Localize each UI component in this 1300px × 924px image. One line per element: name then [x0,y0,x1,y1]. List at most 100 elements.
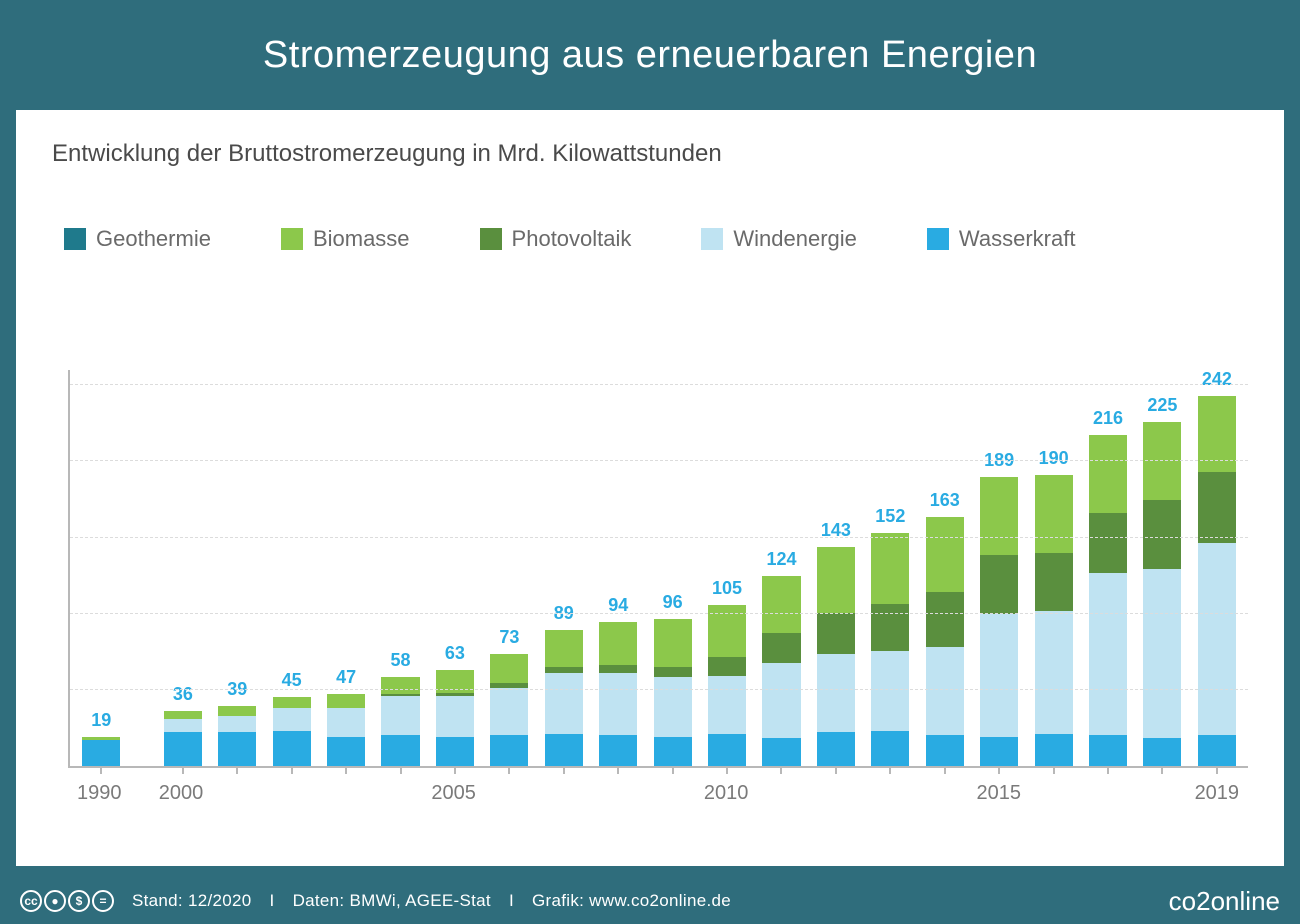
bar-total-label: 36 [173,684,193,705]
segment-windenergie [1143,569,1181,739]
segment-wasserkraft [980,737,1018,766]
bar-2003 [327,694,365,766]
bar-2017 [1089,435,1127,766]
bar-slot-2015: 189 [972,370,1026,766]
segment-biomasse [381,677,419,694]
segment-windenergie [218,716,256,733]
segment-wasserkraft [1035,734,1073,766]
x-label-2016 [1026,770,1081,810]
cc-license-badge: cc ● $ = [20,890,114,912]
segment-windenergie [545,673,583,734]
segment-windenergie [436,696,474,737]
bar-slot-2004: 58 [373,370,427,766]
bar-2004 [381,677,419,766]
segment-photovoltaik [1198,472,1236,542]
segment-windenergie [327,708,365,737]
segment-biomasse [327,694,365,708]
segment-biomasse [490,654,528,683]
segment-biomasse [545,630,583,667]
bar-slot-2005: 63 [428,370,482,766]
footer-sep: I [270,891,275,911]
segment-wasserkraft [1143,738,1181,766]
segment-windenergie [1089,573,1127,735]
segment-biomasse [218,706,256,715]
segment-windenergie [708,676,746,734]
x-gap [127,770,154,810]
segment-wasserkraft [1198,735,1236,766]
bar-2018 [1143,422,1181,766]
legend-item-geothermie: Geothermie [64,226,211,252]
x-label-2000: 2000 [154,770,209,810]
bars-container: 1936394547586373899496105124143152163189… [70,370,1248,766]
segment-biomasse [654,619,692,666]
bar-total-label: 63 [445,643,465,664]
bar-slot-2017: 216 [1081,370,1135,766]
segment-biomasse [871,533,909,603]
legend-swatch [64,228,86,250]
brand-suffix: online [1211,886,1280,916]
segment-biomasse [980,477,1018,555]
bar-2019 [1198,396,1236,766]
segment-photovoltaik [926,592,964,647]
segment-biomasse [762,576,800,633]
segment-photovoltaik [817,613,855,654]
bar-2011 [762,576,800,766]
bar-2005 [436,670,474,766]
x-axis: 199020002005201020152019 [68,770,1248,810]
bar-slot-2007: 89 [537,370,591,766]
segment-biomasse [1089,435,1127,513]
bar-total-label: 190 [1039,448,1069,469]
segment-windenergie [1035,611,1073,733]
grid-line [70,460,1248,461]
legend-swatch [701,228,723,250]
segment-windenergie [926,647,964,736]
legend-item-wasserkraft: Wasserkraft [927,226,1076,252]
segment-photovoltaik [762,633,800,664]
segment-photovoltaik [599,665,637,673]
bar-2016 [1035,475,1073,766]
legend-swatch [480,228,502,250]
footer-sep: I [509,891,514,911]
bar-slot-2000: 36 [156,370,210,766]
brand-two: 2 [1196,886,1210,916]
plot-area: 1936394547586373899496105124143152163189… [68,370,1248,768]
bar-2006 [490,654,528,766]
segment-photovoltaik [980,555,1018,615]
bar-2010 [708,605,746,766]
grid-line [70,537,1248,538]
segment-windenergie [164,719,202,733]
segment-biomasse [926,517,964,592]
segment-wasserkraft [762,738,800,766]
bar-total-label: 143 [821,520,851,541]
segment-windenergie [762,663,800,738]
subtitle: Entwicklung der Bruttostromerzeugung in … [52,140,1248,168]
segment-biomasse [164,711,202,719]
bar-slot-2019: 242 [1190,370,1244,766]
bar-gap [128,370,155,766]
segment-photovoltaik [1035,553,1073,611]
segment-wasserkraft [381,735,419,766]
segment-wasserkraft [545,734,583,766]
segment-windenergie [980,614,1018,736]
x-label-2009 [644,770,699,810]
x-label-2006 [481,770,536,810]
x-label-2008 [590,770,645,810]
segment-wasserkraft [654,737,692,766]
bar-slot-2010: 105 [700,370,754,766]
segment-wasserkraft [599,735,637,766]
bar-slot-2008: 94 [591,370,645,766]
x-label-2001 [208,770,263,810]
segment-biomasse [817,547,855,613]
bar-2014 [926,517,964,766]
bar-2012 [817,547,855,766]
segment-windenergie [381,696,419,736]
segment-wasserkraft [164,732,202,766]
segment-wasserkraft [1089,735,1127,766]
segment-windenergie [871,651,909,731]
x-label-2014 [917,770,972,810]
brand-prefix: co [1169,886,1196,916]
segment-windenergie [273,708,311,731]
bar-slot-2002: 45 [264,370,318,766]
grid-line [70,689,1248,690]
bar-2007 [545,630,583,766]
